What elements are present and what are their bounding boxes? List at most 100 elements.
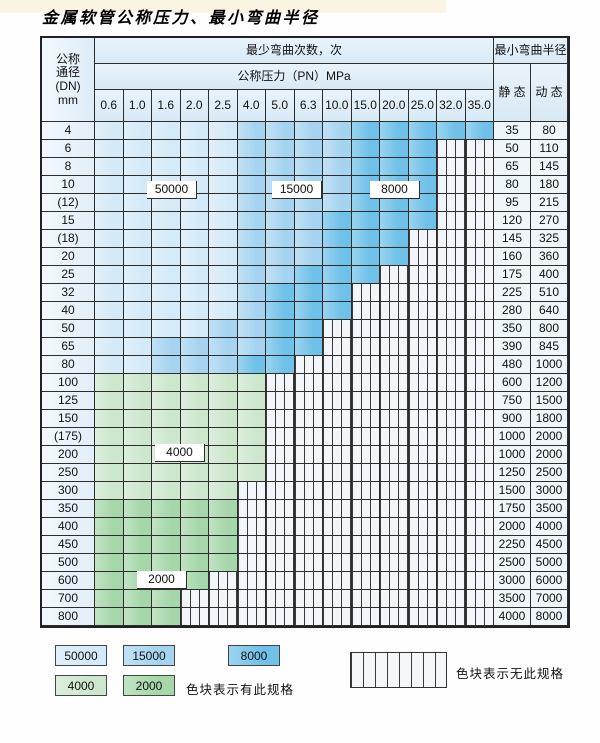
spec-cell: [351, 284, 380, 302]
spec-cell: [95, 266, 124, 284]
spec-cell: [209, 554, 238, 572]
spec-cell: [237, 518, 266, 536]
dynamic-cell: 3000: [531, 482, 568, 500]
dynamic-cell: 110: [531, 140, 568, 158]
spec-cell: [237, 536, 266, 554]
spec-cell: [294, 158, 323, 176]
header-pressure-value: 15.0: [351, 90, 380, 122]
dn-cell: 100: [42, 374, 95, 392]
spec-cell: [294, 410, 323, 428]
spec-cell: [380, 446, 409, 464]
spec-cell: [408, 212, 437, 230]
spec-cell: [437, 536, 466, 554]
spec-cell: [266, 122, 295, 140]
spec-cell: [437, 356, 466, 374]
dn-cell: 500: [42, 554, 95, 572]
header-dynamic: 动 态: [531, 64, 568, 122]
spec-cell: [237, 122, 266, 140]
spec-cell: [209, 356, 238, 374]
static-cell: 2000: [494, 518, 531, 536]
spec-cell: [294, 122, 323, 140]
spec-cell: [408, 302, 437, 320]
spec-cell: [123, 428, 152, 446]
spec-cell: [180, 536, 209, 554]
spec-cell: [323, 482, 352, 500]
dn-cell: 6: [42, 140, 95, 158]
spec-cell: [437, 428, 466, 446]
dynamic-cell: 5000: [531, 554, 568, 572]
spec-cell: [180, 230, 209, 248]
spec-cell: [209, 176, 238, 194]
dynamic-cell: 3500: [531, 500, 568, 518]
static-cell: 1000: [494, 428, 531, 446]
spec-cell: [351, 608, 380, 626]
spec-cell: [294, 302, 323, 320]
spec-cell: [266, 140, 295, 158]
spec-cell: [123, 608, 152, 626]
spec-cell: [237, 212, 266, 230]
spec-cell: [123, 446, 152, 464]
spec-cell: [266, 482, 295, 500]
spec-cell: [351, 590, 380, 608]
spec-cell: [180, 410, 209, 428]
static-cell: 120: [494, 212, 531, 230]
dynamic-cell: 4500: [531, 536, 568, 554]
spec-cell: [380, 554, 409, 572]
spec-cell: [465, 410, 494, 428]
spec-cell: [266, 536, 295, 554]
spec-cell: [323, 446, 352, 464]
dynamic-cell: 510: [531, 284, 568, 302]
spec-cell: [351, 392, 380, 410]
spec-cell: [180, 554, 209, 572]
spec-cell: [408, 230, 437, 248]
spec-cell: [209, 212, 238, 230]
dynamic-cell: 2000: [531, 446, 568, 464]
spec-cell: [266, 338, 295, 356]
spec-cell: [266, 590, 295, 608]
spec-cell: [152, 356, 181, 374]
spec-cell: [266, 518, 295, 536]
spec-cell: [437, 518, 466, 536]
spec-cell: [123, 302, 152, 320]
spec-cell: [95, 356, 124, 374]
spec-cell: [437, 572, 466, 590]
spec-cell: [323, 158, 352, 176]
spec-cell: [180, 428, 209, 446]
spec-cell: [180, 392, 209, 410]
spec-cell: [437, 482, 466, 500]
spec-cell: [465, 572, 494, 590]
spec-cell: [465, 464, 494, 482]
spec-cell: [380, 428, 409, 446]
spec-cell: [323, 518, 352, 536]
spec-cell: [294, 590, 323, 608]
spec-cell: [266, 302, 295, 320]
spec-cell: [266, 428, 295, 446]
header-pressure-value: 25.0: [408, 90, 437, 122]
spec-cell: [294, 356, 323, 374]
spec-cell: [209, 122, 238, 140]
spec-cell: [152, 320, 181, 338]
spec-cell: [408, 518, 437, 536]
static-cell: 480: [494, 356, 531, 374]
spec-cell: [323, 590, 352, 608]
dynamic-cell: 6000: [531, 572, 568, 590]
dn-cell: 65: [42, 338, 95, 356]
dn-cell: 80: [42, 356, 95, 374]
spec-cell: [294, 482, 323, 500]
static-cell: 1500: [494, 482, 531, 500]
spec-cell: [408, 482, 437, 500]
dynamic-cell: 2000: [531, 428, 568, 446]
spec-cell: [209, 320, 238, 338]
spec-cell: [351, 518, 380, 536]
spec-cell: [294, 374, 323, 392]
spec-cell: [95, 194, 124, 212]
legend-box-8000: 8000: [228, 645, 280, 666]
spec-cell: [209, 338, 238, 356]
spec-cell: [180, 320, 209, 338]
spec-cell: [209, 284, 238, 302]
spec-cell: [180, 338, 209, 356]
spec-cell: [237, 482, 266, 500]
spec-cell: [266, 554, 295, 572]
spec-cell: [351, 428, 380, 446]
spec-cell: [180, 212, 209, 230]
